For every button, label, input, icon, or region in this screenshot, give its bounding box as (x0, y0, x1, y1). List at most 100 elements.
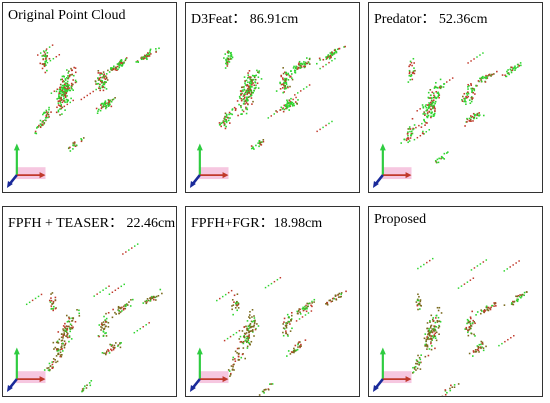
cloud-point (216, 299, 218, 302)
cloud-point (507, 338, 509, 341)
cloud-point (56, 88, 59, 90)
cloud-point (65, 88, 67, 91)
cloud-point (41, 67, 44, 70)
cloud-point (120, 59, 123, 62)
cloud-point (229, 58, 232, 60)
cloud-point (63, 83, 66, 86)
cloud-point (419, 368, 422, 370)
cloud-point (102, 71, 105, 73)
cloud-point (117, 68, 119, 71)
cloud-point (247, 72, 249, 74)
cloud-point (477, 349, 480, 352)
cloud-point (511, 66, 513, 69)
cloud-point (461, 98, 463, 101)
cloud-point (253, 84, 256, 87)
cloud-point (488, 73, 490, 76)
cloud-point (104, 101, 106, 104)
cloud-point (511, 301, 513, 304)
cloud-point (420, 126, 423, 128)
cloud-point (295, 320, 298, 322)
cloud-point (257, 87, 260, 89)
cloud-point (68, 316, 70, 319)
cloud-point (243, 86, 245, 88)
cloud-point (289, 85, 291, 88)
cloud-point (484, 310, 487, 312)
cloud-point (467, 86, 469, 88)
cloud-point (293, 351, 295, 354)
cloud-point (58, 88, 61, 91)
cloud-point (101, 352, 104, 354)
cloud-point (433, 94, 435, 97)
cloud-point (246, 77, 249, 79)
cloud-point (468, 326, 471, 328)
cloud-point (123, 61, 125, 64)
cloud-point (57, 342, 60, 344)
cloud-point (41, 55, 44, 57)
cloud-point (255, 74, 257, 77)
cloud-point (66, 82, 69, 85)
cloud-point (58, 338, 61, 341)
cloud-point (410, 132, 413, 135)
cloud-point (242, 90, 244, 92)
cloud-point (469, 320, 471, 323)
cloud-point (301, 63, 304, 65)
cloud-point (473, 113, 476, 116)
cloud-point (286, 103, 288, 106)
cloud-point (411, 117, 414, 120)
cloud-point (301, 308, 304, 310)
cloud-point (51, 303, 53, 305)
cloud-point (424, 333, 427, 335)
cloud-point (434, 332, 437, 335)
cloud-point (482, 310, 485, 312)
cloud-point (440, 157, 442, 160)
cloud-point (424, 120, 426, 123)
cloud-point (407, 141, 409, 144)
cloud-point (66, 332, 69, 335)
cloud-point (430, 341, 432, 343)
cloud-point (259, 143, 262, 146)
cloud-point (413, 67, 415, 69)
cloud-point (239, 341, 242, 343)
cloud-point (296, 103, 299, 105)
cloud-point (45, 114, 48, 117)
cloud-point (282, 107, 284, 109)
cloud-point (60, 104, 63, 106)
cloud-point (66, 336, 69, 339)
cloud-point (416, 360, 419, 363)
cloud-point (107, 105, 110, 107)
cloud-point (299, 341, 301, 343)
cloud-point (407, 131, 409, 133)
cloud-point (224, 293, 227, 296)
cloud-point (435, 331, 438, 334)
cloud-point (68, 325, 70, 328)
cloud-point (61, 113, 63, 115)
cloud-point (523, 294, 525, 297)
cloud-point (287, 335, 289, 337)
cloud-point (511, 303, 514, 306)
cloud-point (297, 92, 299, 94)
cloud-point (295, 349, 298, 352)
cloud-point (442, 86, 445, 88)
cloud-point (411, 64, 413, 67)
cloud-point (328, 61, 330, 64)
cloud-point (153, 298, 155, 301)
cloud-point (325, 302, 327, 305)
cloud-point (248, 90, 251, 93)
cloud-point (417, 267, 419, 270)
cloud-point (337, 293, 340, 296)
cloud-point (287, 79, 290, 81)
cloud-point (98, 77, 101, 80)
cloud-point (66, 100, 69, 103)
cloud-point (122, 309, 125, 311)
point-cloud-image (6, 44, 160, 188)
cloud-point (251, 79, 253, 82)
cloud-point (477, 346, 480, 349)
cloud-point (300, 343, 302, 346)
panel-d3feat: D3Feat： 86.91cm (185, 2, 360, 193)
cloud-point (51, 361, 54, 363)
cloud-point (457, 287, 460, 289)
cloud-point (66, 88, 69, 91)
cloud-point (245, 332, 248, 334)
cloud-point (407, 138, 410, 140)
cloud-point (328, 299, 331, 302)
